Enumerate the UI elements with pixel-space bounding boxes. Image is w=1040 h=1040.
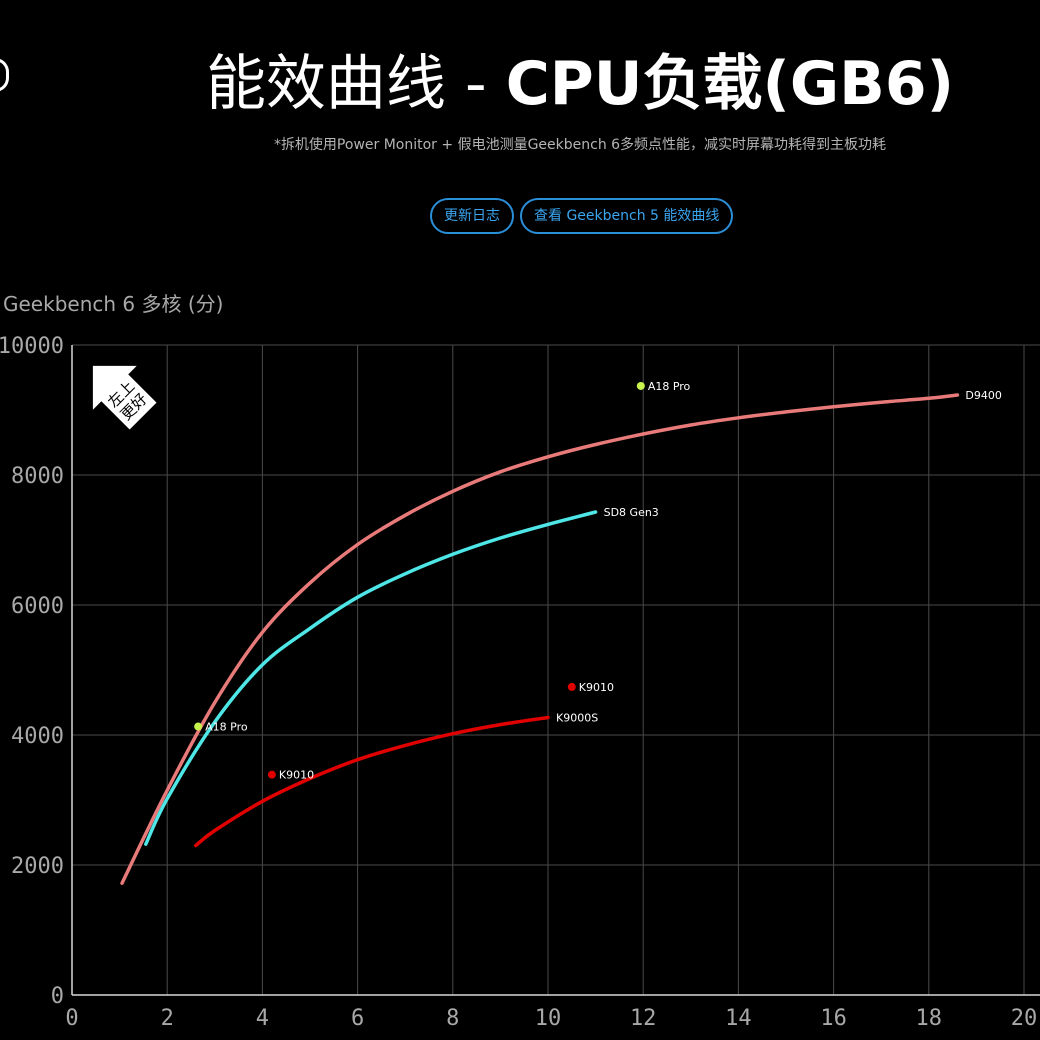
data-point [267, 770, 276, 779]
series-label: K9000S [556, 711, 598, 724]
title-light: 能效曲线 - [205, 49, 506, 119]
point-label: K9010 [579, 681, 614, 694]
y-tick-label: 0 [51, 984, 64, 1009]
page-title: 能效曲线 - CPU负载(GB6) [0, 48, 1040, 120]
x-tick-label: 0 [65, 1006, 78, 1031]
data-point [194, 722, 203, 731]
y-tick-label: 10000 [0, 334, 64, 359]
y-tick-label: 2000 [11, 854, 64, 879]
x-tick-label: 16 [820, 1006, 847, 1031]
x-tick-label: 18 [916, 1006, 943, 1031]
x-tick-label: 12 [630, 1006, 657, 1031]
x-tick-label: 10 [535, 1006, 562, 1031]
point-label: A18 Pro [648, 380, 691, 393]
title-bold: CPU负载(GB6) [505, 49, 955, 119]
y-axis-title: Geekbench 6 多核 (分) [3, 292, 224, 316]
series-layer: D9400 SD8 Gen3 K9000S [120, 389, 1002, 885]
page-subtitle: *拆机使用Power Monitor + 假电池测量Geekbench 6多频点… [273, 137, 887, 153]
axis-layer: 0 2 4 6 8 10 12 14 16 18 20 0 2000 4000 6000 8000 10000 [0, 334, 1040, 1031]
point-label: K9010 [279, 769, 314, 782]
series-label: D9400 [965, 389, 1001, 402]
x-tick-label: 14 [725, 1006, 752, 1031]
gb5-curve-button[interactable]: 查看 Geekbench 5 能效曲线 [520, 198, 734, 234]
points-layer: A18 Pro A18 Pro K9010 K9010 [194, 380, 691, 782]
series-label: SD8 Gen3 [604, 506, 659, 519]
x-tick-label: 20 [1011, 1006, 1038, 1031]
y-tick-label: 6000 [11, 594, 64, 619]
series-line [194, 715, 550, 848]
x-tick-label: 6 [351, 1006, 364, 1031]
grid-layer [72, 344, 1040, 995]
point-label: A18 Pro [205, 721, 248, 734]
x-tick-label: 4 [256, 1006, 269, 1031]
x-tick-label: 8 [446, 1006, 459, 1031]
data-point [636, 381, 645, 390]
button-row: 更新日志 查看 Geekbench 5 能效曲线 [430, 198, 734, 234]
y-tick-label: 4000 [11, 724, 64, 749]
series-line [144, 510, 598, 846]
top-left-better-badge: 左上 更好 [92, 365, 157, 430]
y-tick-label: 8000 [11, 464, 64, 489]
data-point [567, 682, 576, 691]
badge-arrow-icon [92, 365, 157, 430]
changelog-button[interactable]: 更新日志 [430, 198, 514, 234]
series-line [120, 393, 960, 885]
x-tick-label: 2 [161, 1006, 174, 1031]
